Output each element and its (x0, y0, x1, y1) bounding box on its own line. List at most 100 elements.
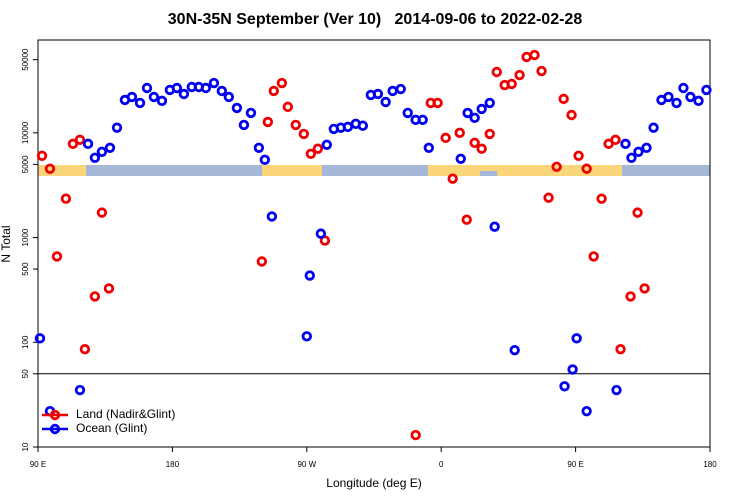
point (104, 142, 116, 153)
point (685, 91, 696, 103)
point (156, 95, 168, 107)
point (610, 134, 621, 146)
point (259, 154, 271, 165)
point (567, 364, 578, 375)
y-tick-label: 10000 (21, 121, 30, 144)
point (74, 384, 86, 396)
point (701, 84, 712, 96)
point (126, 91, 138, 103)
x-tick-label: 90 E (30, 460, 46, 469)
x-tick-label: 90 W (297, 460, 316, 469)
point (276, 77, 288, 89)
point (301, 331, 312, 342)
point (141, 82, 153, 94)
point (514, 69, 525, 81)
x-tick-label: 180 (166, 460, 180, 469)
point (455, 153, 466, 165)
point (506, 78, 517, 90)
point (476, 103, 487, 115)
point (632, 207, 643, 218)
chart-title: 30N-35N September (Ver 10) 2014-09-06 to… (168, 11, 583, 28)
point (134, 97, 146, 109)
point (82, 138, 94, 150)
point (387, 85, 398, 97)
point (178, 88, 190, 100)
point (60, 193, 72, 204)
point (484, 97, 495, 109)
point (491, 66, 502, 78)
legend-marker (49, 409, 61, 421)
point (89, 152, 101, 163)
point (559, 381, 570, 392)
point (256, 256, 268, 267)
point (238, 119, 250, 131)
point (402, 107, 413, 119)
series (36, 49, 650, 441)
x-tick-label: 90 E (567, 460, 583, 469)
point (423, 142, 435, 153)
point (620, 138, 631, 150)
point (304, 270, 315, 281)
point (543, 192, 554, 203)
point (312, 143, 324, 154)
point (529, 49, 540, 61)
y-tick-label: 50 (21, 369, 30, 378)
y-tick-label: 100 (21, 335, 30, 349)
point (96, 146, 108, 158)
y-tick-label: 5000 (21, 155, 30, 173)
point (231, 102, 243, 114)
point (693, 95, 704, 107)
point (462, 107, 473, 119)
x-tick-label: 0 (439, 460, 444, 469)
y-tick-label: 50000 (21, 48, 30, 71)
point (626, 152, 637, 163)
point (342, 121, 354, 133)
point (671, 97, 682, 109)
point (171, 82, 183, 94)
point (89, 291, 101, 302)
x-tick-label: 180 (703, 460, 717, 469)
y-axis-label: N Total (0, 225, 13, 262)
point (484, 128, 495, 140)
point (103, 283, 115, 294)
point (588, 251, 599, 262)
point (44, 163, 56, 174)
point (216, 85, 228, 97)
point (111, 122, 123, 133)
series (34, 77, 712, 417)
point (571, 333, 582, 344)
point (648, 122, 659, 133)
point (678, 82, 689, 94)
point (96, 207, 108, 218)
point (51, 251, 63, 262)
point (461, 214, 472, 225)
point (315, 228, 327, 239)
point (200, 82, 212, 94)
point (489, 221, 500, 232)
point (268, 85, 279, 97)
point (521, 51, 532, 63)
legend-label: Land (Nadir&Glint) (76, 407, 175, 421)
point (596, 193, 607, 204)
point (625, 291, 636, 302)
point (34, 333, 46, 344)
x-axis-label: Longitude (deg E) (326, 476, 421, 490)
y-tick-label: 1000 (21, 228, 30, 246)
point (663, 91, 674, 103)
point (357, 120, 368, 131)
point (454, 127, 465, 139)
point (447, 173, 458, 184)
point (581, 163, 592, 174)
point (469, 112, 480, 124)
point (440, 132, 451, 144)
point (298, 128, 310, 140)
point (469, 137, 480, 149)
point (290, 119, 301, 131)
point (558, 93, 569, 105)
point (148, 91, 160, 103)
point (633, 146, 644, 158)
point (551, 161, 562, 172)
point (245, 107, 257, 119)
point (476, 143, 487, 154)
